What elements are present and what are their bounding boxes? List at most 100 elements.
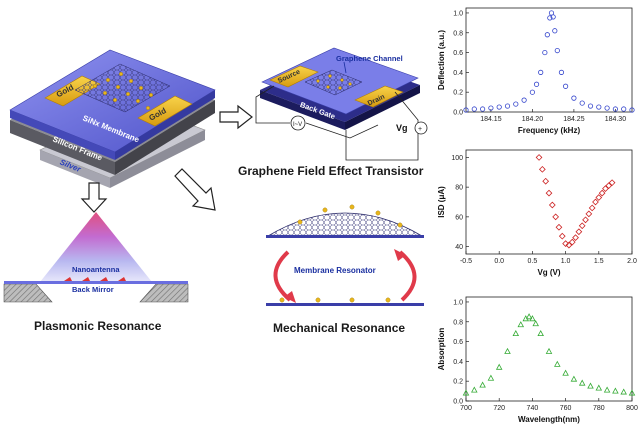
deflected-membrane-base — [266, 235, 424, 238]
absorption-x-tick-label: 800 — [626, 405, 638, 412]
deflection-y-tick-label: 1.0 — [453, 10, 463, 17]
absorption-y-tick-label: 0.2 — [453, 379, 463, 386]
fet-substrate-left — [260, 90, 345, 130]
absorption-data-point — [562, 369, 569, 376]
absorption-data-point — [570, 375, 578, 382]
absorption-data-point — [578, 379, 586, 386]
absorption-y-tick-label: 1.0 — [453, 299, 463, 306]
plasmonic-membrane — [4, 281, 188, 284]
absorption-y-tick-label: 0.0 — [453, 399, 463, 406]
current-chart: -0.5 0.0 0.5 1.0 1.5 2.0 40 60 80 100 Vg (V) ISD (μ… — [437, 149, 637, 277]
back-mirror-label: Back Mirror — [72, 285, 114, 294]
current-data-point — [555, 223, 563, 231]
oscillation-arrowhead-left-icon — [284, 291, 296, 303]
absorption-data-point — [525, 313, 533, 320]
deflection-data-point — [496, 104, 502, 110]
absorption-x-tick-label: 720 — [493, 405, 505, 412]
fet-substrate-right — [345, 85, 420, 130]
absorption-y-axis-label: Absorption — [437, 328, 446, 371]
deflection-data-point — [571, 95, 577, 101]
current-x-axis-label: Vg (V) — [537, 268, 560, 277]
deflection-y-tick-label: 0.4 — [453, 70, 463, 77]
deflection-y-tick-label: 0.8 — [453, 30, 463, 37]
nanoantenna-label: Nanoantenna — [72, 265, 120, 274]
current-data-point — [548, 201, 556, 209]
silver-layer-right — [110, 130, 205, 188]
absorption-data-point — [462, 389, 470, 396]
deflection-data-point — [547, 15, 553, 21]
absorption-x-tick-label: 760 — [560, 405, 572, 412]
absorption-data-point — [532, 320, 539, 327]
deflection-data-point — [596, 104, 602, 110]
absorption-x-tick-label: 780 — [593, 405, 605, 412]
current-data-point — [608, 179, 616, 187]
deflection-data-point — [629, 107, 635, 113]
current-data-point — [572, 234, 579, 242]
deflection-data-point — [550, 14, 556, 20]
deflection-data-point — [488, 105, 494, 111]
deflection-data-point — [544, 32, 550, 38]
current-data-point — [582, 216, 589, 224]
current-x-tick-label: 1.0 — [561, 258, 571, 265]
deflection-data-point — [479, 106, 486, 112]
deflection-data-point — [579, 100, 585, 106]
mechanical-schematic: Membrane Resonator — [266, 204, 424, 306]
deflection-y-axis-label: Deflection (a.u.) — [437, 30, 446, 90]
channel-pointer — [343, 61, 347, 74]
mechanical-caption: Mechanical Resonance — [273, 321, 406, 335]
deflection-data-point — [533, 81, 540, 87]
deflection-data-point — [558, 69, 565, 75]
deflection-data-point — [621, 106, 627, 112]
flow-arrows — [80, 104, 253, 213]
absorption-y-tick-label: 0.6 — [453, 339, 463, 346]
deflection-data-point — [604, 105, 610, 111]
deflection-data-point — [504, 103, 511, 109]
absorption-data-point — [612, 387, 619, 394]
current-data-point — [538, 165, 546, 173]
deflection-x-tick-label: 184.15 — [480, 116, 502, 123]
oscillation-arrow-right-icon — [398, 250, 417, 302]
current-data-point — [562, 240, 569, 247]
absorption-chart: 700 720 740 760 780 800 0.0 0.2 0.4 0.6 0.8 1.0 Wave… — [437, 296, 638, 424]
arrow-right-icon — [219, 104, 253, 130]
deflection-data-point — [587, 103, 594, 109]
absorption-y-tick-label: 0.4 — [453, 359, 463, 366]
current-x-tick-label: 2.0 — [627, 258, 637, 265]
oscillation-arrow-left-icon — [273, 250, 292, 302]
absorption-data-point — [479, 381, 486, 388]
plasmonic-schematic: Nanoantenna Back Mirror — [3, 212, 189, 303]
deflection-data-point — [562, 83, 569, 89]
current-data-point — [602, 185, 609, 192]
plasmonic-antennas — [64, 277, 126, 281]
plasmonic-field-cone — [40, 212, 152, 282]
absorption-data-point — [628, 389, 636, 396]
current-data-point — [568, 238, 576, 246]
gold-pad-right — [137, 95, 193, 127]
current-data-point — [605, 182, 613, 190]
current-data-point — [545, 189, 553, 197]
graphene-fet-3d: Source Drain Graphene Channel Back Gate … — [255, 47, 428, 161]
current-data-point — [578, 222, 586, 230]
deflected-membrane — [266, 212, 424, 237]
absorption-x-axis-label: Wavelength(nm) — [518, 415, 580, 424]
charts-layer: 184.15 184.20 184.25 184.30 0.0 0.2 0.4 0.6 0.8 1… — [437, 7, 638, 424]
channel-label: Graphene Channel — [336, 54, 403, 63]
absorption-data-point — [537, 330, 544, 337]
vg-label: Vg — [396, 123, 408, 133]
absorption-data-point — [545, 347, 553, 354]
current-x-tick-label: -0.5 — [460, 258, 472, 265]
gate-voltage-source-icon — [414, 121, 428, 135]
silicon-frame-right — [115, 100, 215, 175]
absorption-x-tick-label: 700 — [460, 405, 472, 412]
deflection-y-tick-label: 0.6 — [453, 50, 463, 57]
arrow-down-icon — [80, 182, 108, 213]
current-x-tick-label: 1.5 — [594, 258, 604, 265]
arrow-diagonal-icon — [174, 168, 216, 211]
silicon-frame-left — [10, 120, 115, 175]
current-data-point — [588, 204, 596, 212]
deflection-x-tick-label: 184.25 — [563, 116, 585, 123]
membrane-resonator-label: Membrane Resonator — [294, 266, 376, 275]
silver-layer-left — [40, 150, 110, 188]
